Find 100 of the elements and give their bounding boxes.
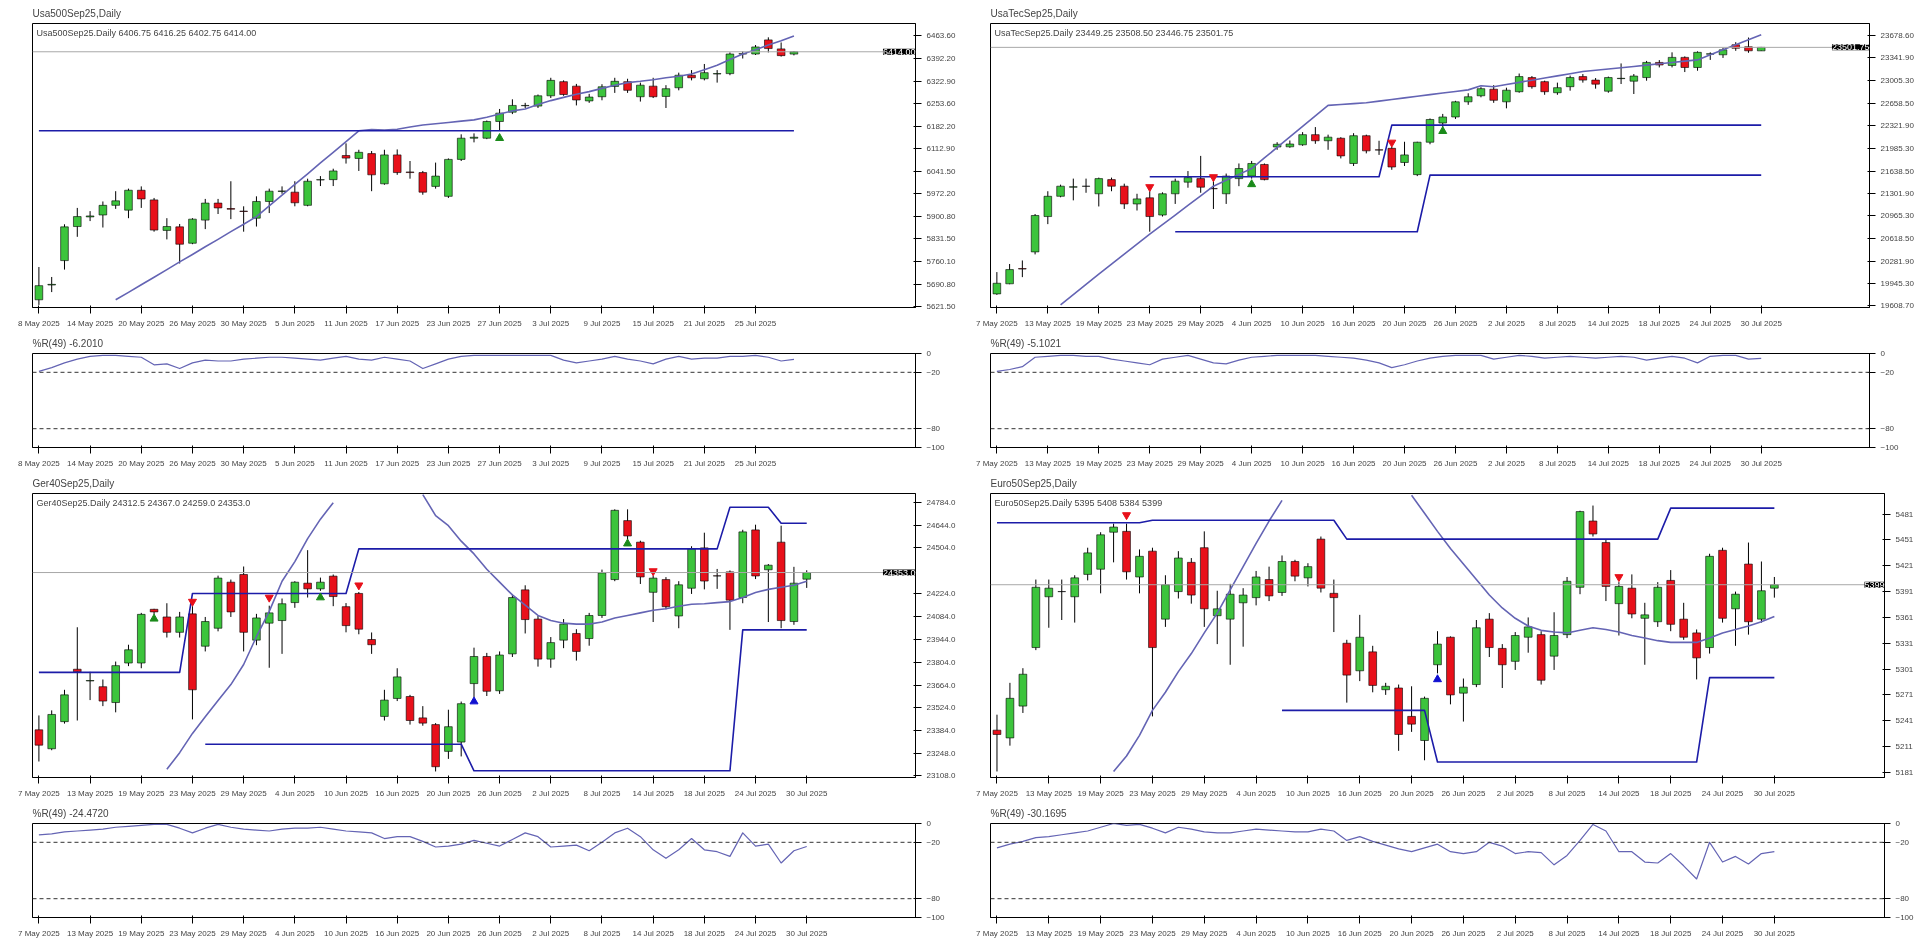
candlestick: [1400, 141, 1409, 167]
y-tick-label: 23524.0: [926, 703, 956, 713]
y-tick-label: 5271: [1895, 690, 1914, 700]
x-tick-label: 16 Jun 2025: [375, 788, 420, 798]
candlestick: [1070, 574, 1079, 624]
x-tick-label: 3 Jul 2025: [532, 318, 570, 328]
y-tick-label: 5621.50: [926, 301, 956, 311]
candlestick: [85, 671, 95, 701]
point: [354, 582, 364, 591]
y-tick-label: 5760.10: [926, 257, 956, 267]
x-tick-label: 26 Jun 2025: [1441, 788, 1486, 798]
candlestick: [1329, 579, 1339, 633]
text: Usa500Sep25.Daily 6406.75 6416.25 6402.75 6414.00: [36, 27, 257, 38]
chart-subtitle: Ger40Sep25.Daily 24312.5 24367.0 24259.0 24353.0: [36, 497, 251, 508]
x-tick-label: 10 Jun 2025: [1285, 788, 1331, 798]
candlestick: [1323, 134, 1333, 151]
candlestick: [213, 198, 223, 215]
x-tick-label: 18 Jul 2025: [683, 788, 726, 798]
candlestick: [1588, 505, 1598, 538]
x-tick-label: 30 Jul 2025: [1753, 928, 1796, 938]
x-tick-label: 13 May 2025: [66, 928, 114, 938]
y-tick-label: 6392.20: [926, 54, 956, 64]
ref-line-label: 5399: [1864, 579, 1885, 590]
x-tick-label: 13 May 2025: [66, 788, 114, 798]
y-tick-label: 5361: [1895, 612, 1914, 622]
candlestick: [1083, 547, 1092, 581]
candlestick: [1549, 611, 1559, 671]
y-tick-label: 6112.90: [926, 144, 956, 153]
y-tick-label: 22321.90: [1880, 121, 1915, 131]
line-series: [38, 823, 808, 864]
candlestick: [1290, 559, 1300, 582]
x-tick-label: 3 Jul 2025: [532, 458, 570, 468]
x-tick-label: 14 Jul 2025: [1598, 788, 1641, 798]
ref-line-label: 23501.75: [1831, 42, 1870, 53]
y-tick-label: −100: [1880, 443, 1900, 452]
x-tick-label: 30 Jul 2025: [786, 928, 828, 938]
x-tick-label: 30 May 2025: [220, 458, 268, 468]
x-tick-label: 7 May 2025: [976, 788, 1019, 798]
candlestick: [418, 705, 427, 727]
chart-title: %R(49) -5.1021: [990, 337, 1062, 349]
ref-line-label: 6414.00: [882, 46, 916, 57]
y-tick-label: 21985.30: [1880, 143, 1915, 153]
candlestick: [277, 598, 287, 655]
x-tick-label: 8 May 2025: [18, 318, 61, 328]
y-tick-label: 5331: [1895, 638, 1914, 648]
candlestick: [1336, 136, 1345, 159]
x-tick-label: 7 May 2025: [975, 318, 1019, 328]
point: [1614, 574, 1624, 583]
x-tick-label: 5 Jun 2025: [275, 458, 316, 468]
candlestick: [252, 195, 261, 228]
x-tick-label: 26 May 2025: [169, 458, 217, 468]
y-tick-label: 5211: [1895, 742, 1914, 752]
candlestick: [713, 69, 722, 84]
x-tick-label: 9 Jul 2025: [583, 458, 621, 468]
y-tick-label: −80: [1880, 424, 1895, 434]
x-tick-label: 7 May 2025: [975, 458, 1019, 468]
x-tick-label: 30 Jul 2025: [1740, 458, 1783, 468]
x-tick-label: 23 May 2025: [1126, 458, 1174, 468]
line-series: [996, 507, 1776, 540]
x-tick-label: 2 Jul 2025: [1496, 928, 1535, 938]
chart-title: %R(49) -24.4720: [32, 807, 110, 819]
y-tick-label: 5421: [1895, 561, 1914, 571]
x-tick-label: 16 Jun 2025: [375, 928, 420, 938]
candlestick: [1433, 630, 1442, 674]
y-tick-label: 6463.60: [926, 31, 956, 41]
x-tick-label: 30 Jul 2025: [1740, 318, 1783, 328]
candlestick: [175, 223, 184, 264]
point: [469, 696, 479, 705]
candlestick: [661, 84, 671, 109]
y-tick-label: −20: [926, 367, 941, 377]
x-tick-label: 13 May 2025: [1025, 928, 1073, 938]
x-tick-label: 8 Jul 2025: [1538, 318, 1577, 328]
candlestick: [1069, 178, 1078, 201]
candlestick: [124, 644, 133, 667]
y-tick-label: 23108.0: [926, 771, 956, 781]
y-tick-label: 6041.50: [926, 166, 956, 176]
candlestick: [1425, 117, 1435, 145]
candlestick: [175, 611, 184, 639]
point: [264, 594, 274, 603]
x-tick-label: 30 Jul 2025: [1753, 788, 1796, 798]
candlestick: [764, 563, 773, 623]
y-tick-label: −20: [1895, 837, 1910, 847]
x-tick-label: 13 May 2025: [1024, 318, 1072, 328]
x-tick-label: 16 Jun 2025: [1337, 788, 1383, 798]
candlestick: [649, 77, 658, 99]
y-tick-label: 5831.50: [926, 234, 956, 244]
x-tick-label: 20 Jun 2025: [1389, 928, 1435, 938]
candlestick: [1731, 591, 1740, 647]
x-tick-label: 26 Jun 2025: [1441, 928, 1486, 938]
x-tick-label: 20 Jun 2025: [426, 928, 471, 938]
candlestick: [303, 549, 312, 599]
y-tick-label: 23804.0: [926, 657, 956, 667]
y-tick-label: 5481: [1895, 509, 1914, 519]
x-tick-label: 24 Jul 2025: [1689, 458, 1732, 468]
x-tick-label: 20 Jun 2025: [426, 788, 471, 798]
chart-title: Ger40Sep25,Daily: [32, 477, 115, 489]
candlestick: [98, 200, 108, 228]
line-series: [38, 354, 795, 372]
candlestick: [1616, 62, 1626, 85]
x-tick-label: 15 Jul 2025: [632, 458, 675, 468]
